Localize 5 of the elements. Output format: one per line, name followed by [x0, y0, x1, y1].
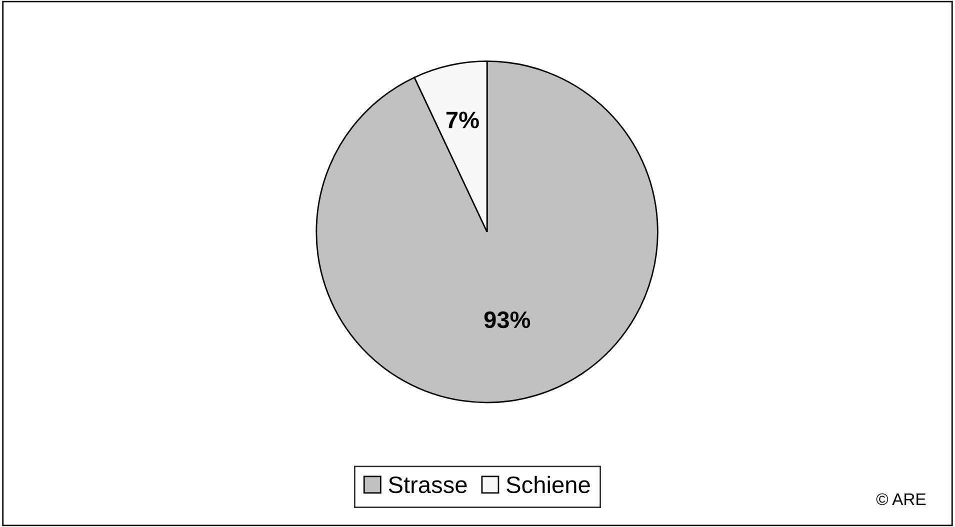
text: © ARE	[876, 493, 926, 506]
data-label: 93%	[484, 311, 530, 328]
data-label: 7%	[446, 112, 479, 128]
legend-label: Schiene	[506, 476, 590, 494]
legend-label: Strasse	[388, 476, 467, 494]
